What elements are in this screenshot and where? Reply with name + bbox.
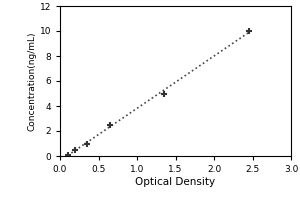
X-axis label: Optical Density: Optical Density [135, 177, 216, 187]
Y-axis label: Concentration(ng/mL): Concentration(ng/mL) [28, 31, 37, 131]
